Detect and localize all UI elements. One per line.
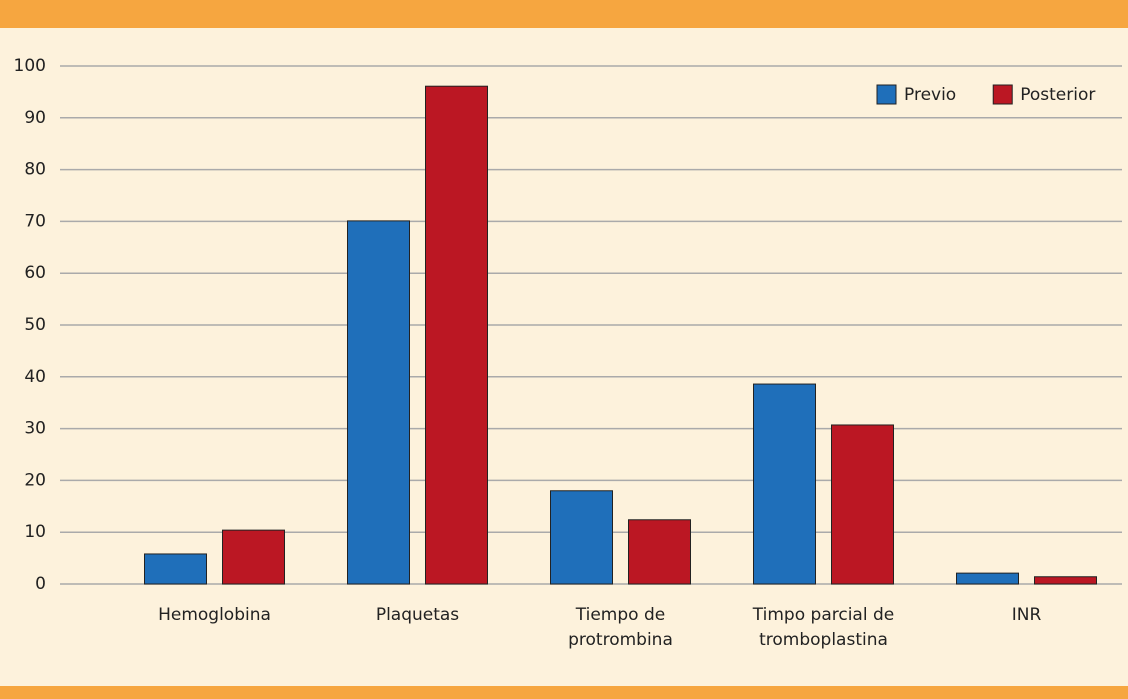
y-tick-label: 90 (24, 108, 46, 128)
bar (222, 529, 285, 585)
top-band (0, 0, 1128, 28)
x-tick-label: Tiempo de protrombina (568, 605, 673, 650)
y-tick-label: 20 (24, 470, 46, 490)
bar (1034, 576, 1097, 585)
legend-swatch (992, 84, 1013, 105)
legend-swatch (876, 84, 897, 105)
x-tick-label: Plaquetas (375, 605, 460, 625)
y-tick-label: 50 (24, 315, 46, 335)
y-tick-label: 70 (24, 211, 46, 231)
y-tick-label: 80 (24, 160, 46, 180)
x-tick-label: INR (1011, 605, 1042, 625)
y-tick-label: 0 (35, 574, 46, 594)
bar (753, 383, 816, 585)
bottom-band (0, 686, 1128, 699)
y-tick-label: 60 (24, 263, 46, 283)
bar (144, 553, 207, 585)
y-tick-label: 40 (24, 367, 46, 387)
x-tick-label: Timpo parcial de tromboplastina (752, 605, 895, 650)
bar (347, 220, 410, 585)
bar (628, 519, 691, 585)
y-tick-label: 100 (14, 56, 46, 76)
bar (831, 424, 894, 585)
y-tick-label: 10 (24, 522, 46, 542)
legend-label: Previo (904, 85, 956, 105)
x-tick-label: Hemoglobina (158, 605, 271, 625)
bar (425, 85, 488, 585)
y-tick-label: 30 (24, 419, 46, 439)
bar (550, 490, 613, 585)
bar (956, 572, 1019, 585)
legend-label: Posterior (1020, 85, 1095, 105)
